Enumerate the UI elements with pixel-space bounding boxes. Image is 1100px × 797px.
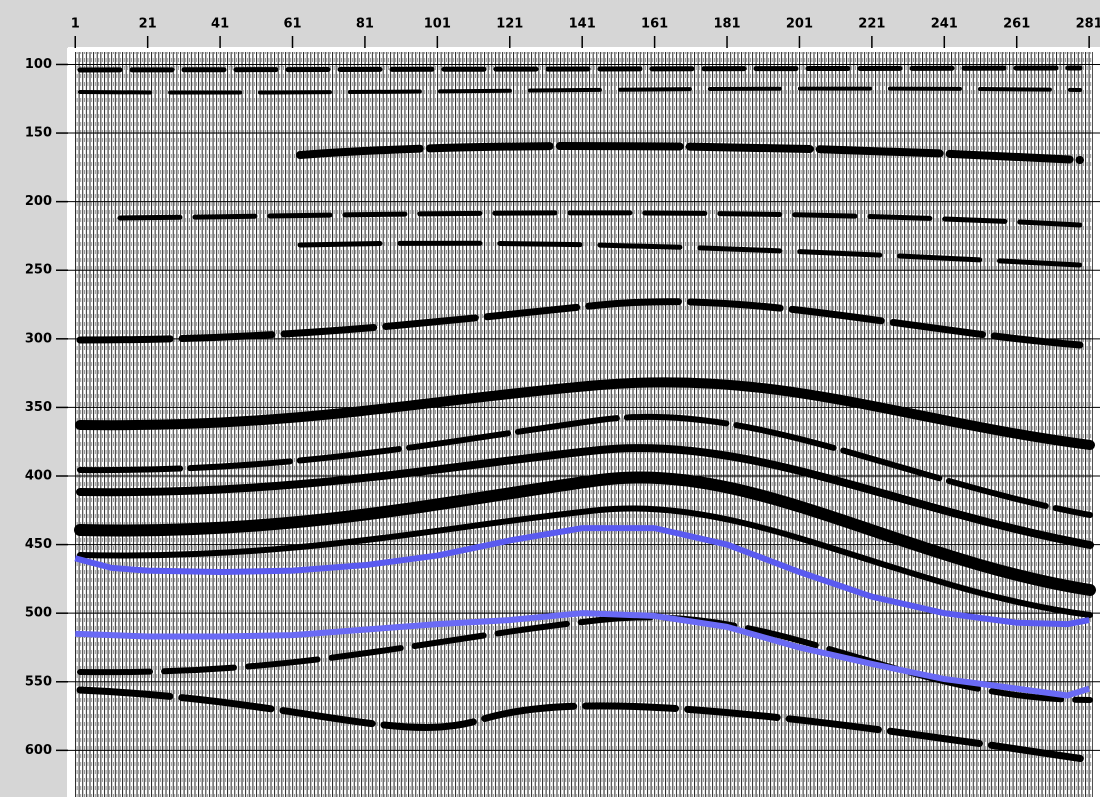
y-tick-label: 100	[25, 57, 52, 72]
horizon-line	[74, 525, 1090, 628]
x-tick-label: 141	[569, 17, 596, 32]
x-tick-label: 221	[858, 17, 885, 32]
x-tick-label: 241	[931, 17, 958, 32]
y-tick-label: 550	[25, 674, 52, 689]
horizon-line	[75, 610, 1091, 699]
y-tick-label: 200	[25, 194, 52, 209]
x-tick-label: 161	[641, 17, 668, 32]
x-tick-label: 281	[1076, 17, 1100, 32]
x-tick-label: 41	[211, 17, 229, 32]
x-tick-label: 121	[496, 17, 523, 32]
x-tick-label: 201	[786, 17, 813, 32]
x-axis-band	[0, 0, 1100, 48]
x-tick-label: 101	[424, 17, 451, 32]
y-tick-label: 500	[25, 606, 52, 621]
x-tick-label: 1	[71, 17, 80, 32]
y-tick-label: 400	[25, 469, 52, 484]
reflectors	[74, 65, 1096, 764]
y-tick-label: 350	[25, 400, 52, 415]
x-tick-label: 181	[713, 17, 740, 32]
x-tick-label: 261	[1003, 17, 1030, 32]
x-tick-label: 21	[139, 17, 157, 32]
y-tick-label: 250	[25, 263, 52, 278]
y-tick-label: 450	[25, 537, 52, 552]
y-tick-label: 600	[25, 743, 52, 758]
y-tick-label: 150	[25, 126, 52, 141]
x-tick-label: 81	[356, 17, 374, 32]
seismic-section	[68, 48, 1100, 797]
y-tick-label: 300	[25, 331, 52, 346]
x-tick-label: 61	[283, 17, 301, 32]
